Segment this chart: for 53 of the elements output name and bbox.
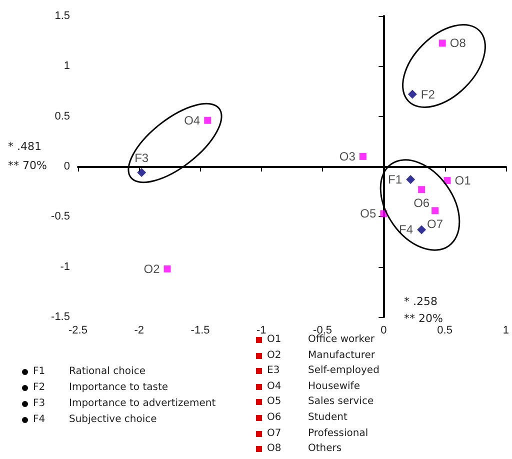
data-label: O6 bbox=[414, 196, 430, 210]
point bbox=[359, 152, 366, 160]
text: O8 Others bbox=[267, 443, 342, 454]
data-label: F3 bbox=[134, 151, 149, 166]
y-tick-label: 0 bbox=[64, 160, 70, 172]
data-label: O1 bbox=[454, 174, 472, 188]
y-tick-label: -1 bbox=[60, 260, 70, 273]
point bbox=[418, 186, 426, 194]
point bbox=[408, 90, 417, 99]
y-tick-label: -1.5 bbox=[51, 311, 70, 323]
point bbox=[137, 168, 146, 178]
text: F3 Importance to advertizement bbox=[33, 398, 216, 409]
point bbox=[164, 265, 171, 272]
annotation: ** 20% bbox=[404, 312, 443, 325]
point bbox=[432, 207, 439, 214]
data-label: F4 bbox=[399, 222, 414, 237]
text: O7 Professional bbox=[267, 428, 368, 439]
text: O6 Student bbox=[267, 412, 348, 423]
y-tick-label: 0.5 bbox=[54, 110, 70, 122]
data-label: O3 bbox=[339, 149, 356, 164]
x-tick-label: 1 bbox=[502, 324, 510, 336]
point bbox=[438, 40, 446, 47]
data-label: O5 bbox=[360, 206, 376, 221]
text: O2 Manufacturer bbox=[267, 350, 375, 361]
text: O4 Housewife bbox=[267, 380, 360, 392]
x-tick-label: 0 bbox=[380, 324, 387, 336]
data-label: O4 bbox=[184, 113, 200, 128]
data-label: O2 bbox=[144, 262, 160, 276]
data-label: F1 bbox=[388, 172, 402, 187]
data-label: O7 bbox=[427, 217, 444, 232]
x-tick-label: 0.5 bbox=[437, 324, 452, 336]
x-tick-label: -2.5 bbox=[68, 324, 88, 336]
text: E3 Self-employed bbox=[267, 365, 380, 376]
text: O5 Sales service bbox=[267, 396, 374, 408]
x-tick-label: -2 bbox=[134, 324, 144, 336]
annotation: * .258 bbox=[404, 295, 438, 308]
y-tick-label: 1 bbox=[64, 60, 70, 72]
y-tick-label: -0.5 bbox=[51, 210, 70, 223]
y-tick-label: 1.5 bbox=[54, 10, 70, 22]
text: O1 Office worker bbox=[267, 334, 374, 345]
data-label: O8 bbox=[450, 36, 466, 50]
x-tick-label: -1 bbox=[256, 324, 266, 336]
point bbox=[406, 175, 416, 184]
point bbox=[417, 225, 426, 234]
text: F4 Subjective choice bbox=[33, 414, 157, 425]
text: F2 Importance to taste bbox=[33, 382, 168, 393]
point bbox=[444, 177, 451, 184]
data-label: F2 bbox=[420, 87, 436, 102]
point bbox=[204, 116, 212, 124]
text: ** 70% bbox=[8, 159, 47, 172]
x-tick-label: -1.5 bbox=[190, 324, 210, 336]
text: F1 Rational choice bbox=[33, 366, 146, 377]
text: * .481 bbox=[8, 140, 42, 153]
